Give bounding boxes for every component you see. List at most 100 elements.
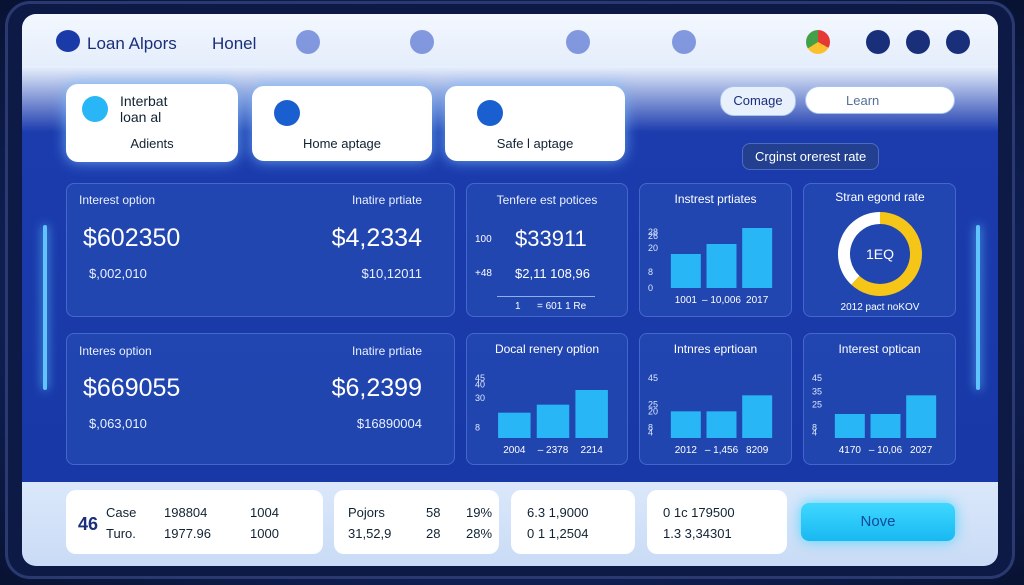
x-tick-label: 2012 — [675, 445, 698, 456]
y-tick-label: 8 — [475, 422, 480, 432]
footer-text: 1.3 3,34301 — [663, 526, 732, 541]
summary-label: Interest option — [79, 193, 156, 207]
x-tick-label: 2004 — [503, 445, 526, 456]
y-tick-label: 45 — [648, 373, 658, 383]
chart-title: Instrest prtiates — [674, 192, 756, 206]
summary-label: Inatire prtiate — [351, 193, 422, 207]
bag-icon[interactable] — [866, 30, 890, 54]
rate-key: +48 — [475, 268, 492, 279]
x-tick-label: – 10,06 — [869, 445, 903, 456]
summary-sub: $,002,010 — [89, 266, 147, 281]
donut-segment — [838, 212, 881, 285]
card[interactable]: Home aptage — [252, 86, 432, 161]
search-box[interactable]: Learn — [805, 86, 955, 114]
footer-text: 28% — [466, 526, 493, 541]
tab[interactable]: Comage — [720, 86, 796, 116]
nav-icon[interactable] — [410, 30, 434, 54]
x-tick-label: – 2378 — [538, 445, 569, 456]
footer-text: 6.3 1,9000 — [527, 505, 589, 520]
summary-label: Inatire prtiate — [351, 344, 422, 358]
rates-panel: Tenfere est potices 100 $33911 +48 $2,11… — [466, 183, 628, 317]
footer-text: 28 — [426, 526, 441, 541]
y-tick-label: 45 — [812, 373, 822, 383]
card-title: Interbat — [120, 93, 168, 109]
chart-title: Stran egond rate — [835, 190, 925, 204]
bar — [706, 244, 737, 288]
y-tick-label: 8 — [648, 422, 653, 432]
settings-icon[interactable] — [946, 30, 970, 54]
donut-segment — [851, 212, 922, 296]
y-tick-label: 20 — [648, 243, 658, 253]
browser-icon[interactable] — [806, 30, 830, 54]
y-tick-label: 40 — [475, 380, 485, 390]
x-tick-label: 8209 — [746, 445, 769, 456]
chart-title: Interest optican — [838, 342, 920, 356]
footer-text: 1004 — [250, 505, 279, 520]
divider — [497, 296, 595, 297]
y-tick-label: 8 — [812, 422, 817, 432]
top-bar — [22, 14, 998, 66]
action-button[interactable]: Nove — [801, 503, 955, 541]
chart-panel: Intnres eprtioan 45 25 20 8 4 2012 – 1,456 8209 — [639, 333, 792, 465]
footer-text: 0 1c 179500 — [663, 505, 735, 520]
side-glow — [976, 225, 980, 390]
mini-chart: Interest optican 45 35 25 84 4170 – 10,06 2027 — [812, 342, 937, 456]
footer-text: Case — [106, 505, 137, 520]
y-tick-label: 26 — [648, 231, 658, 241]
rate-key: 100 — [475, 234, 492, 245]
bar — [670, 254, 701, 288]
card-icon — [82, 96, 108, 122]
x-tick-label: 1001 — [675, 295, 698, 306]
rate-value: $33911 — [515, 226, 587, 251]
footer-text: 198804 — [164, 505, 208, 520]
nav-icon[interactable] — [296, 30, 320, 54]
y-tick-label: 4 — [812, 428, 817, 438]
side-glow — [43, 225, 47, 390]
card-label: Adients — [130, 136, 174, 151]
footer-text: 0 1 1,2504 — [527, 526, 589, 541]
menu-icon[interactable] — [906, 30, 930, 54]
panel-title: Tenfere est potices — [496, 193, 598, 207]
card-title: loan al — [120, 109, 162, 125]
x-tick-label: 2017 — [746, 295, 769, 306]
y-tick-label: 4 — [648, 428, 653, 438]
donut-footer: 2012 pact noKOV — [841, 302, 920, 313]
bar — [706, 411, 737, 438]
footer-card: 46 Case 198804 1004 Turo. 1977.96 1000 — [66, 490, 323, 554]
footer-text: 19% — [466, 505, 493, 520]
summary-sub: $,063,010 — [89, 416, 147, 431]
nav-icon[interactable] — [672, 30, 696, 54]
footer-text: 1977.96 — [164, 526, 211, 541]
summary-sub: $16890004 — [356, 416, 422, 431]
x-tick-label: 4170 — [839, 445, 862, 456]
footer-text: 58 — [426, 505, 441, 520]
nav-icon[interactable] — [566, 30, 590, 54]
tooltip: Crginst orerest rate — [742, 143, 880, 170]
card[interactable]: Safe l aptage — [445, 86, 625, 161]
chart-title: Intnres eprtioan — [674, 342, 757, 356]
y-tick-label: 30 — [475, 393, 485, 403]
rate-value: $2,11 108,96 — [515, 266, 590, 281]
y-tick-label: 25 — [648, 400, 658, 410]
card[interactable]: Interbat loan al Adients — [66, 84, 238, 162]
summary-panel: Interes option $669055 $,063,010 Inatire pr… — [66, 333, 455, 465]
footer-card: 0 1c 179500 1.3 3,34301 — [647, 490, 787, 554]
footer-card: 6.3 1,9000 0 1 1,2504 — [511, 490, 635, 554]
bar — [906, 395, 937, 438]
x-tick-label: – 10,006 — [702, 295, 741, 306]
x-tick-label: 2214 — [581, 445, 604, 456]
donut-chart: Stran egond rate 1EQ 2012 pact noKOV — [835, 190, 925, 313]
nav-link[interactable]: Honel — [212, 34, 257, 53]
bar — [498, 412, 531, 438]
footer-big: 46 — [78, 514, 99, 534]
donut-center: 1EQ — [866, 246, 894, 262]
footer-text: 1000 — [250, 526, 279, 541]
donut-panel: Stran egond rate 1EQ 2012 pact noKOV — [803, 183, 956, 317]
bar — [742, 395, 773, 438]
chart-panel: Interest optican 45 35 25 8 4 4170 – 10,06 2027 — [803, 333, 956, 465]
y-tick-label: 0 — [648, 283, 653, 293]
y-tick-label: 20 — [648, 406, 658, 416]
brand: Loan Alpors — [87, 34, 177, 53]
